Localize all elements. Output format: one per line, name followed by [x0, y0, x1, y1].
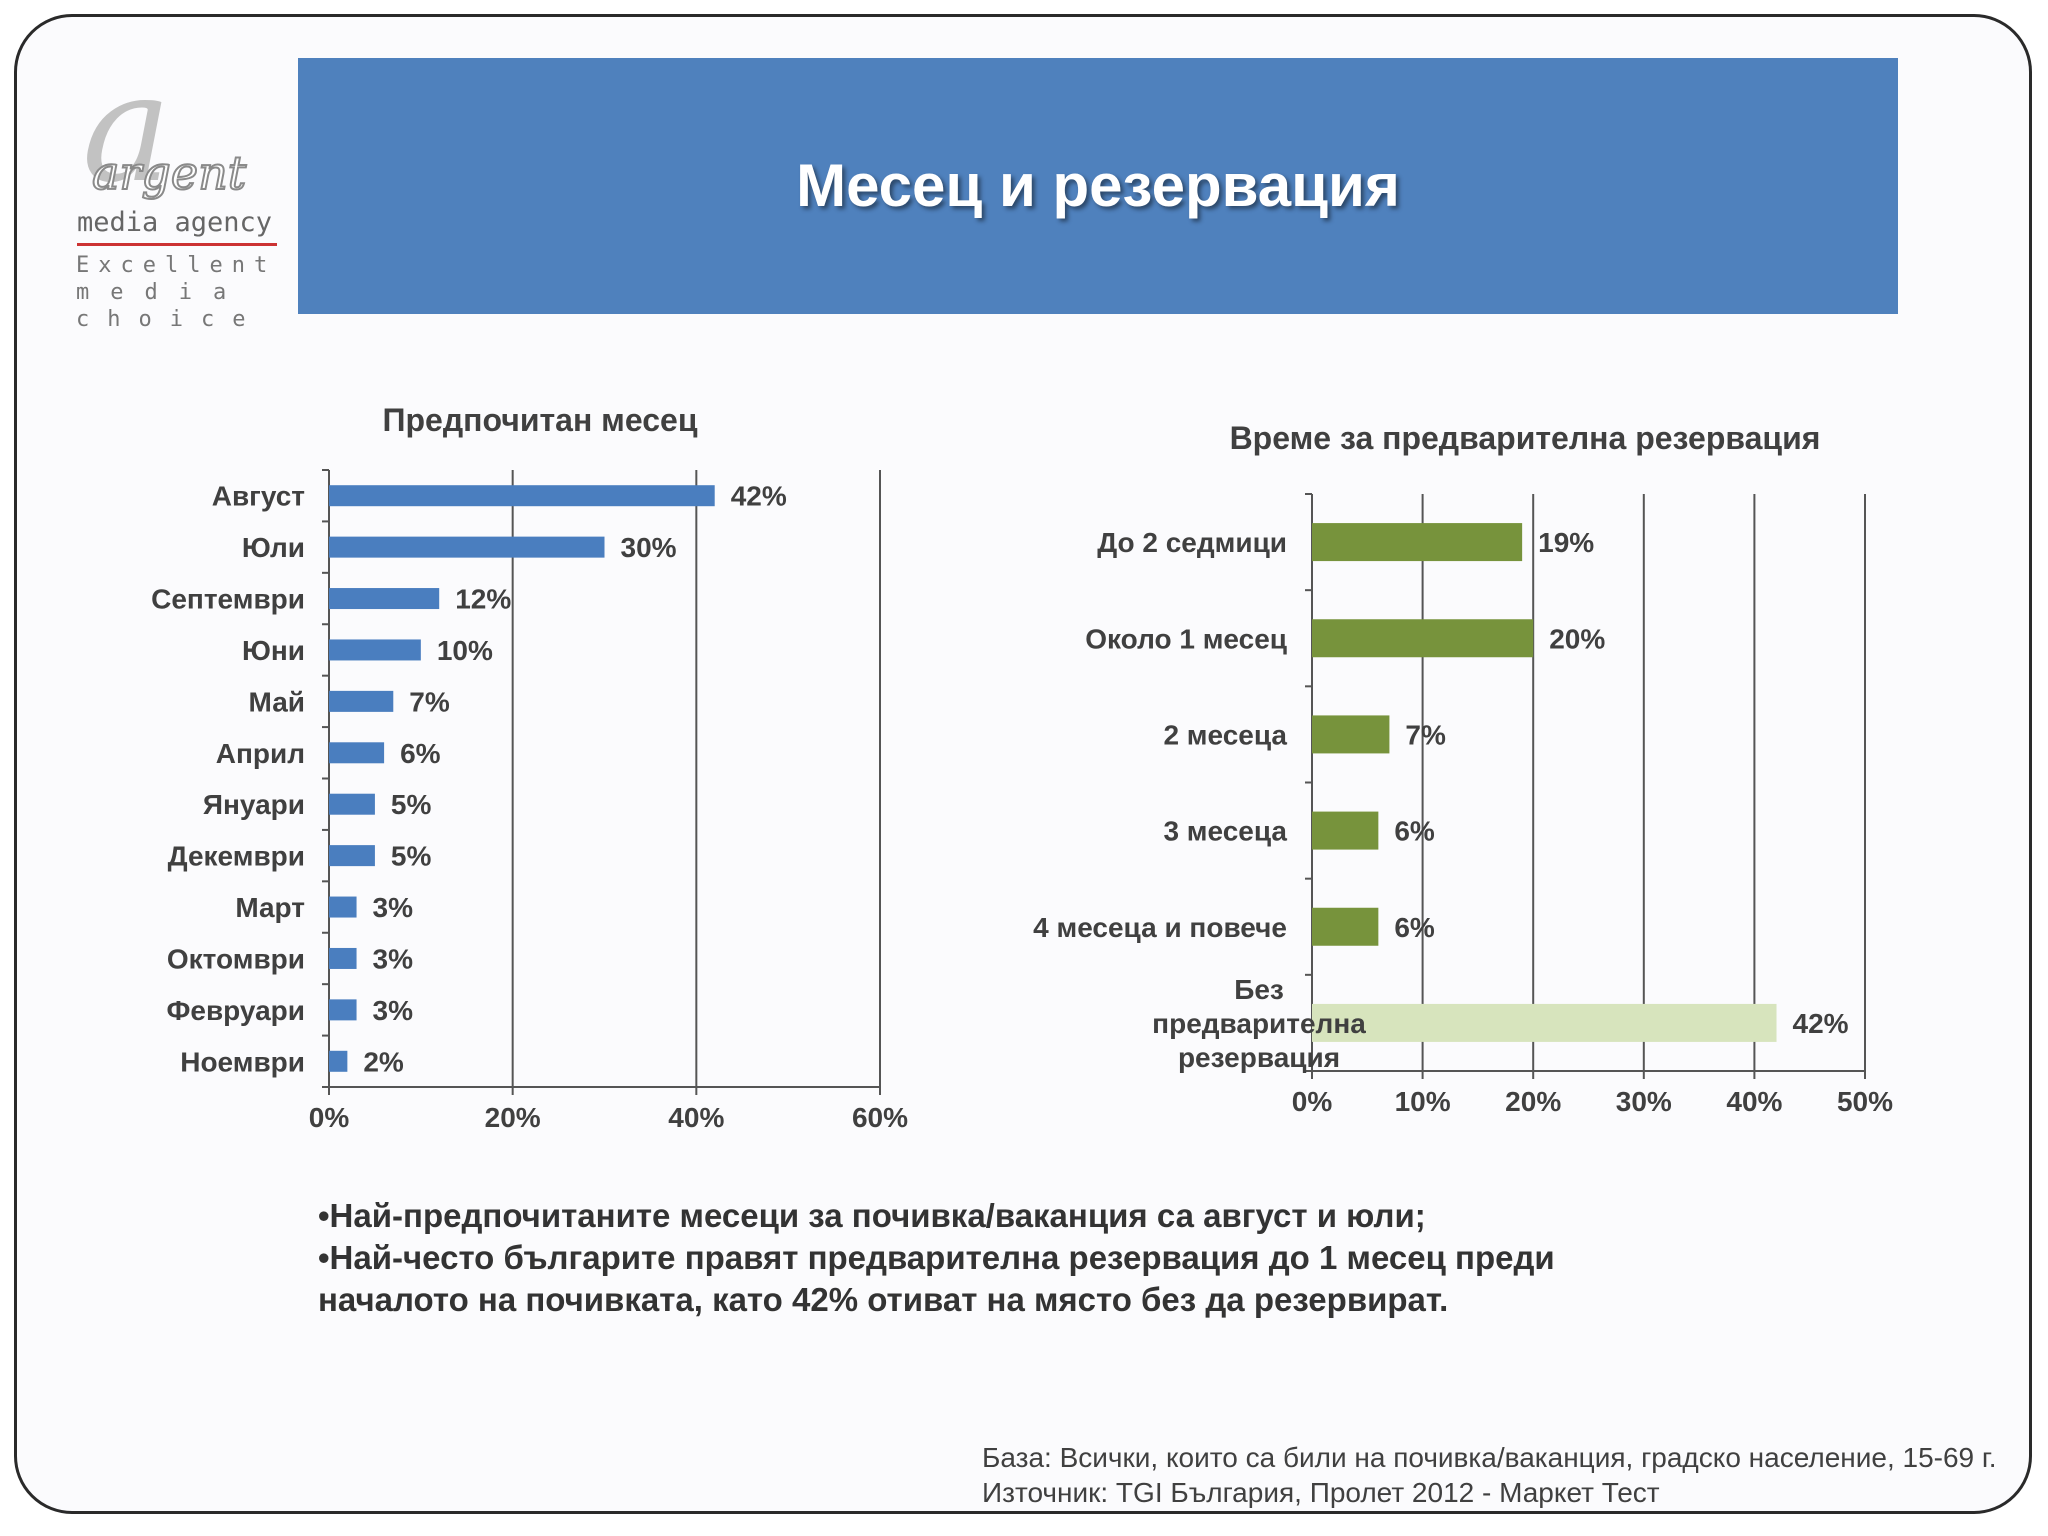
month-category-label: Юли	[242, 532, 305, 563]
booking-bar	[1312, 1003, 1777, 1042]
logo-brand: argent	[91, 146, 247, 200]
month-bar	[329, 999, 357, 1021]
note-line-1: •Най-предпочитаните месеци за почивка/ва…	[318, 1197, 1426, 1234]
booking-category-label: 4 месеца и повече	[1033, 912, 1287, 943]
month-bar	[329, 536, 605, 558]
footer-source: Източник: TGI България, Пролет 2012 - Ма…	[982, 1477, 1660, 1508]
booking-value-label: 7%	[1405, 719, 1446, 750]
month-category-label: Февруари	[166, 995, 305, 1026]
booking-x-tick-label: 40%	[1726, 1086, 1782, 1117]
month-value-label: 7%	[409, 686, 450, 717]
booking-bar	[1312, 523, 1523, 562]
page-title: Месец и резервация	[796, 152, 1400, 219]
logo-mark: a	[82, 42, 172, 216]
month-value-label: 3%	[373, 892, 414, 923]
month-category-label: Ноември	[180, 1046, 305, 1077]
booking-x-tick-label: 20%	[1505, 1086, 1561, 1117]
booking-category-label: предварителна	[1152, 1008, 1366, 1039]
month-bar	[329, 588, 440, 610]
month-category-label: Април	[216, 738, 305, 769]
booking-x-tick-label: 30%	[1616, 1086, 1672, 1117]
month-value-label: 3%	[373, 995, 414, 1026]
booking-bar	[1312, 619, 1534, 658]
month-category-label: Май	[249, 686, 305, 717]
booking-bar	[1312, 811, 1379, 850]
notes-block: •Най-предпочитаните месеци за почивка/ва…	[318, 1195, 1738, 1321]
month-category-label: Октомври	[167, 943, 305, 974]
booking-value-label: 42%	[1793, 1008, 1849, 1039]
booking-category-label: Около 1 месец	[1085, 623, 1287, 654]
note-line-3: началото на почивката, като 42% отиват н…	[318, 1281, 1449, 1318]
month-value-label: 3%	[373, 943, 414, 974]
month-value-label: 42%	[731, 481, 787, 512]
month-value-label: 30%	[621, 532, 677, 563]
month-bar	[329, 742, 385, 764]
booking-category-label: До 2 седмици	[1097, 527, 1287, 558]
booking-category-label: 2 месеца	[1163, 719, 1287, 750]
month-value-label: 2%	[363, 1046, 404, 1077]
booking-bar	[1312, 715, 1390, 754]
booking-x-tick-label: 0%	[1292, 1086, 1333, 1117]
month-value-label: 5%	[391, 841, 432, 872]
month-bar	[329, 947, 357, 969]
booking-category-label: резервация	[1178, 1042, 1340, 1073]
month-category-label: Август	[212, 481, 305, 512]
month-x-tick-label: 20%	[485, 1102, 541, 1133]
month-x-tick-label: 60%	[852, 1102, 908, 1133]
booking-category-label: Без	[1234, 974, 1284, 1005]
note-line-2: •Най-често българите правят предварителн…	[318, 1239, 1555, 1276]
month-x-tick-label: 40%	[668, 1102, 724, 1133]
month-value-label: 10%	[437, 635, 493, 666]
booking-category-label: 3 месеца	[1163, 816, 1287, 847]
booking-value-label: 20%	[1549, 623, 1605, 654]
month-x-tick-label: 0%	[309, 1102, 350, 1133]
title-banner: Месец и резервация	[298, 58, 1898, 314]
footer-base: База: Всички, които са били на почивка/в…	[982, 1442, 1997, 1473]
month-category-label: Септември	[151, 584, 305, 615]
month-bar	[329, 690, 394, 712]
month-bar	[329, 639, 421, 661]
booking-bar	[1312, 907, 1379, 946]
month-value-label: 12%	[455, 584, 511, 615]
month-category-label: Декември	[168, 841, 305, 872]
logo-subtitle: media agency	[77, 207, 273, 238]
chart-title-booking-time: Време за предварителна резервация	[1229, 420, 1821, 456]
booking-x-tick-label: 50%	[1837, 1086, 1893, 1117]
booking-value-label: 6%	[1394, 912, 1435, 943]
logo-tagline-3: choice	[76, 307, 264, 332]
month-value-label: 5%	[391, 789, 432, 820]
argent-logo: a argent media agency Excellent media ch…	[72, 54, 287, 347]
month-category-label: Януари	[203, 789, 305, 820]
booking-value-label: 6%	[1394, 816, 1435, 847]
booking-x-tick-label: 10%	[1395, 1086, 1451, 1117]
month-bar	[329, 896, 357, 918]
logo-tagline-2: media	[76, 280, 248, 305]
month-bar	[329, 793, 375, 815]
month-category-label: Март	[235, 892, 305, 923]
month-category-label: Юни	[242, 635, 305, 666]
chart-title-preferred-month: Предпочитан месец	[382, 402, 698, 438]
month-bar	[329, 1050, 348, 1072]
month-bar	[329, 845, 375, 867]
booking-value-label: 19%	[1538, 527, 1594, 558]
logo-tagline-1: Excellent	[76, 253, 277, 278]
month-value-label: 6%	[400, 738, 441, 769]
month-bar	[329, 485, 715, 507]
logo-rule	[77, 243, 277, 246]
footer-notes: База: Всички, които са били на почивка/в…	[982, 1440, 2022, 1510]
